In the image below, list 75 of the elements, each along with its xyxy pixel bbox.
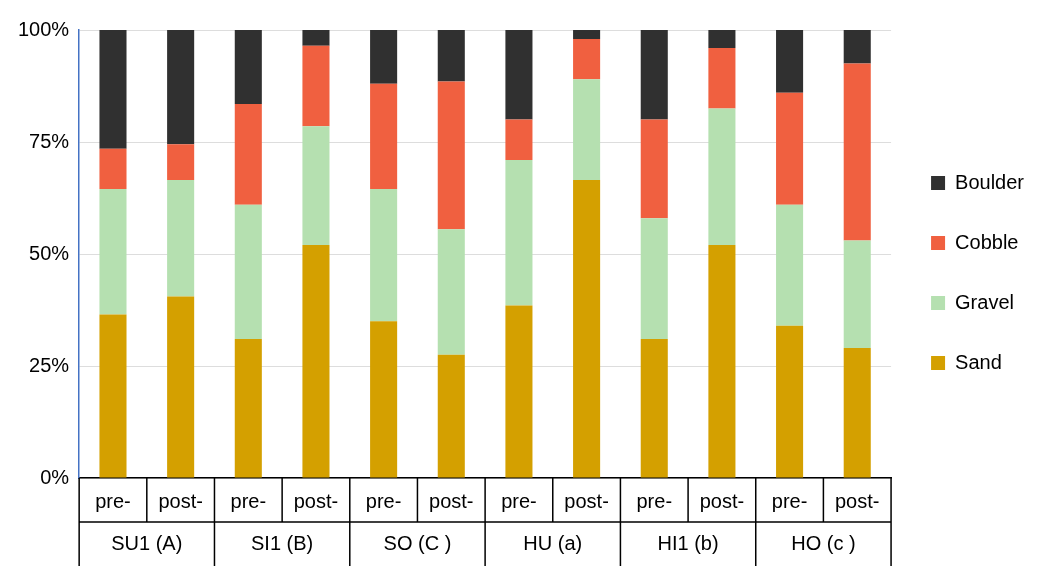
text: SI1 (B): [251, 531, 314, 554]
legend-label: Boulder: [955, 170, 1025, 193]
bar: [708, 30, 736, 48]
text: HO (c ): [791, 531, 856, 554]
bar: [573, 30, 601, 39]
bar: [776, 204, 804, 326]
bar: [505, 159, 533, 306]
bar: [505, 119, 533, 160]
bar: [573, 38, 601, 80]
bar: [843, 63, 871, 241]
bar: [708, 245, 736, 478]
bar: [505, 305, 533, 478]
x-tick-label: pre-: [771, 489, 808, 512]
bar: [370, 189, 398, 322]
bar: [167, 144, 195, 181]
bar: [302, 245, 330, 478]
bar: [302, 30, 330, 46]
bar: [505, 30, 533, 120]
x-tick-label: pre-: [230, 489, 267, 512]
bar: [302, 126, 330, 246]
bar: [640, 30, 668, 120]
x-tick-label: post-: [158, 489, 203, 512]
bar: [234, 339, 262, 478]
bar: [640, 339, 668, 478]
text: SO (C ): [383, 531, 452, 554]
bar: [573, 180, 601, 478]
bar: [99, 314, 127, 478]
bar: [640, 218, 668, 340]
x-tick-label: post-: [699, 489, 745, 512]
bar: [843, 30, 871, 64]
bar: [99, 148, 127, 190]
legend-label: Gravel: [955, 290, 1014, 313]
bar: [776, 325, 804, 478]
bar: [708, 47, 736, 109]
bar: [167, 30, 195, 145]
bar: [573, 79, 601, 181]
bar: [370, 30, 398, 84]
x-tick-label: pre-: [365, 489, 402, 512]
text: SU1 (A): [111, 531, 183, 554]
y-tick-label: 75%: [29, 129, 70, 152]
y-tick-label: 100%: [18, 17, 70, 40]
y-tick-label: 25%: [29, 353, 70, 376]
bar: [708, 108, 736, 246]
x-tick-label: post-: [564, 489, 609, 512]
bar: [234, 30, 262, 104]
x-tick-label: pre-: [636, 489, 673, 512]
x-tick-label: post-: [429, 489, 474, 512]
bar: [437, 229, 465, 355]
bar: [437, 81, 465, 230]
bar: [776, 30, 804, 93]
bar: [99, 30, 127, 149]
bar: [776, 92, 804, 205]
text: HU (a): [523, 531, 583, 554]
x-tick-label: pre-: [501, 489, 537, 512]
legend-label: Cobble: [955, 230, 1019, 253]
bar: [370, 321, 398, 478]
bar: [234, 204, 262, 340]
bar: [302, 45, 330, 127]
legend-label: Sand: [955, 350, 1002, 373]
text: HI1 (b): [657, 531, 719, 554]
bar: [234, 103, 262, 205]
bar: [843, 348, 871, 478]
x-tick-label: pre-: [95, 489, 131, 512]
x-tick-label: post-: [835, 489, 880, 512]
bar: [167, 180, 195, 297]
bar: [370, 83, 398, 190]
bar: [437, 30, 465, 82]
bar: [167, 296, 195, 478]
bar: [640, 119, 668, 219]
y-tick-label: 0%: [40, 465, 70, 488]
y-tick-label: 50%: [29, 241, 70, 264]
bar: [843, 240, 871, 349]
bar: [99, 189, 127, 315]
x-tick-label: post-: [293, 489, 339, 512]
bar: [437, 354, 465, 478]
